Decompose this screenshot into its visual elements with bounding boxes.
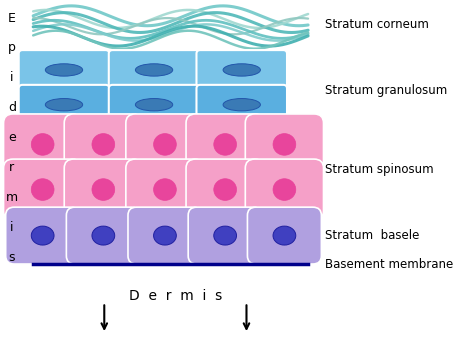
FancyBboxPatch shape: [66, 207, 140, 264]
FancyBboxPatch shape: [109, 50, 199, 90]
Text: r: r: [9, 161, 14, 174]
Ellipse shape: [31, 179, 54, 200]
Text: E: E: [8, 12, 16, 25]
Text: p: p: [8, 42, 16, 55]
Ellipse shape: [136, 98, 173, 111]
FancyBboxPatch shape: [188, 207, 262, 264]
FancyBboxPatch shape: [3, 114, 82, 175]
FancyBboxPatch shape: [19, 85, 109, 125]
FancyBboxPatch shape: [6, 207, 80, 264]
FancyBboxPatch shape: [246, 159, 323, 220]
FancyBboxPatch shape: [196, 85, 287, 125]
Ellipse shape: [92, 133, 115, 155]
Ellipse shape: [273, 179, 296, 200]
FancyBboxPatch shape: [64, 114, 142, 175]
Ellipse shape: [214, 179, 237, 200]
Ellipse shape: [31, 133, 54, 155]
Text: s: s: [9, 251, 15, 264]
FancyBboxPatch shape: [64, 159, 142, 220]
Ellipse shape: [154, 179, 176, 200]
Text: i: i: [10, 221, 14, 234]
Ellipse shape: [154, 226, 176, 245]
Ellipse shape: [46, 64, 82, 76]
Ellipse shape: [214, 226, 237, 245]
FancyBboxPatch shape: [126, 159, 204, 220]
Text: d: d: [8, 101, 16, 114]
Ellipse shape: [31, 226, 54, 245]
Text: Stratum corneum: Stratum corneum: [325, 18, 428, 31]
FancyBboxPatch shape: [3, 159, 82, 220]
FancyBboxPatch shape: [246, 114, 323, 175]
FancyBboxPatch shape: [19, 50, 109, 90]
Ellipse shape: [273, 133, 296, 155]
Ellipse shape: [214, 133, 237, 155]
Ellipse shape: [223, 98, 260, 111]
FancyBboxPatch shape: [186, 114, 264, 175]
Text: i: i: [10, 71, 14, 84]
Ellipse shape: [92, 179, 115, 200]
FancyBboxPatch shape: [109, 85, 199, 125]
Text: Stratum  basele: Stratum basele: [325, 229, 419, 242]
Text: m: m: [6, 191, 18, 204]
Text: Stratum granulosum: Stratum granulosum: [325, 84, 447, 97]
FancyBboxPatch shape: [247, 207, 321, 264]
Ellipse shape: [136, 64, 173, 76]
Ellipse shape: [92, 226, 115, 245]
Ellipse shape: [273, 226, 296, 245]
Ellipse shape: [154, 133, 176, 155]
FancyBboxPatch shape: [196, 50, 287, 90]
Text: D  e  r  m  i  s: D e r m i s: [129, 288, 222, 303]
Text: Stratum spinosum: Stratum spinosum: [325, 163, 433, 176]
Text: e: e: [8, 131, 16, 144]
FancyBboxPatch shape: [186, 159, 264, 220]
Text: Basement membrane: Basement membrane: [325, 258, 453, 271]
Ellipse shape: [223, 64, 260, 76]
FancyBboxPatch shape: [128, 207, 202, 264]
FancyBboxPatch shape: [126, 114, 204, 175]
Ellipse shape: [46, 98, 82, 111]
